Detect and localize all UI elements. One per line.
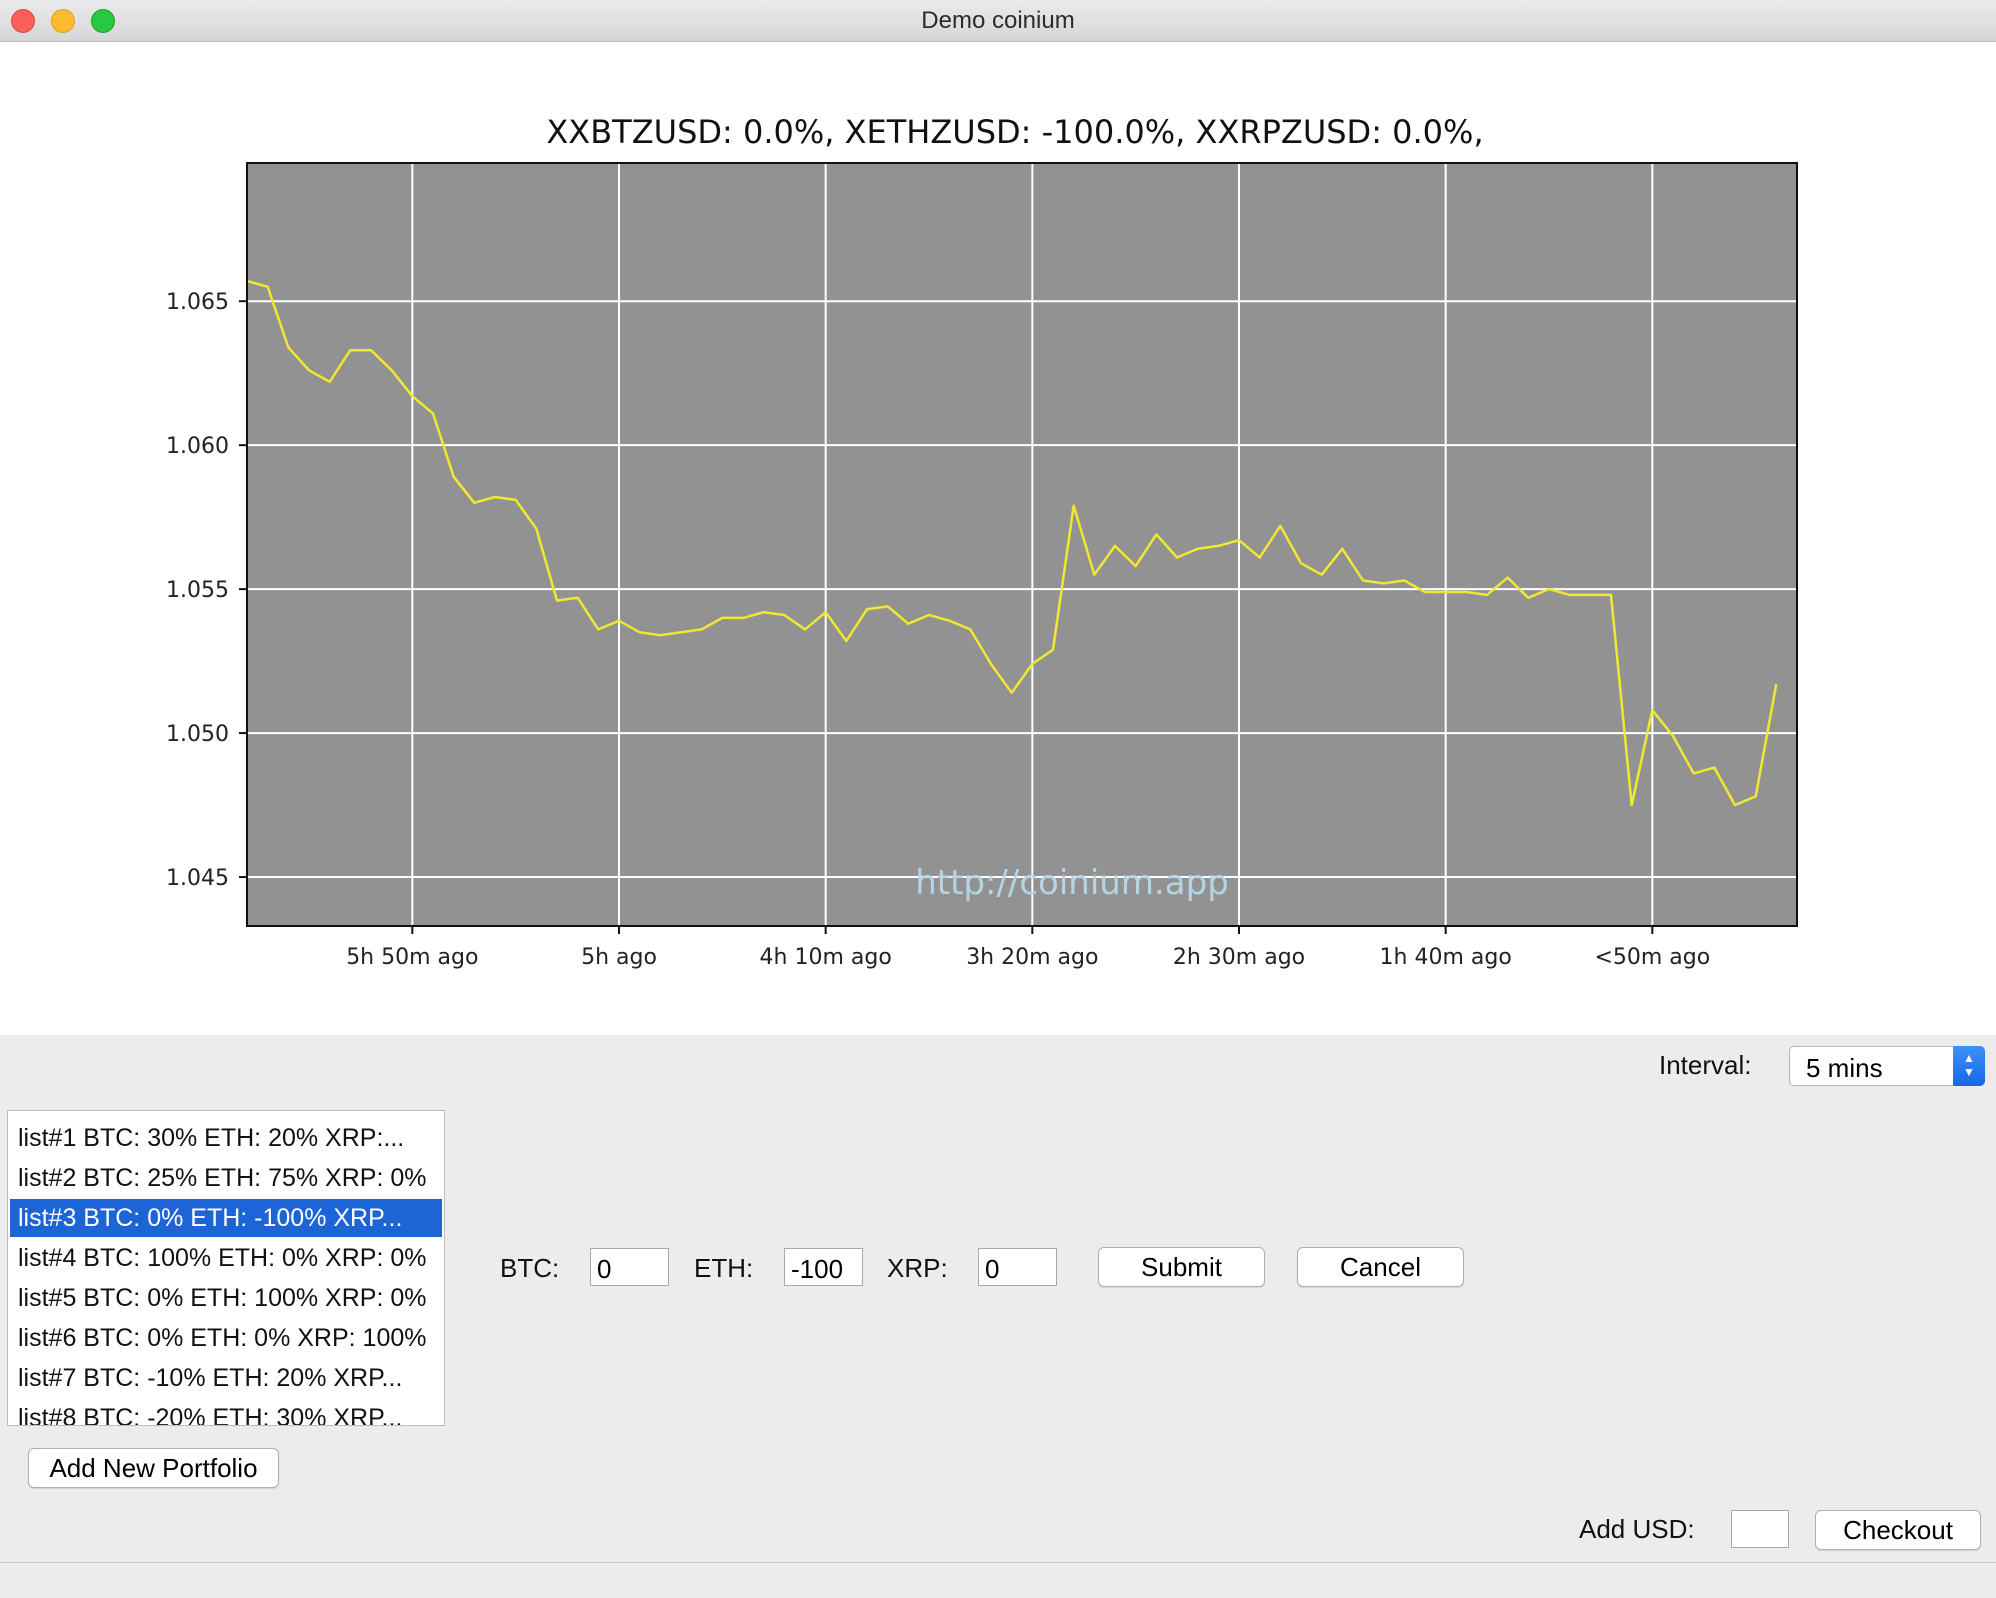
chart-title: XXBTZUSD: 0.0%, XETHZUSD: -100.0%, XXRPZ… [546, 113, 1483, 151]
x-tick-label: 1h 40m ago [1380, 945, 1512, 970]
price-series-line [246, 279, 1778, 807]
btc-input[interactable]: 0 [590, 1248, 669, 1286]
interval-label: Interval: [1659, 1050, 1752, 1080]
portfolio-list-item[interactable]: list#1 BTC: 30% ETH: 20% XRP:... [18, 1124, 405, 1152]
add-new-portfolio-button[interactable]: Add New Portfolio [28, 1448, 279, 1488]
cancel-button[interactable]: Cancel [1297, 1247, 1464, 1287]
portfolio-list-item[interactable]: list#4 BTC: 100% ETH: 0% XRP: 0% [18, 1244, 427, 1272]
xrp-input[interactable]: 0 [978, 1248, 1057, 1286]
portfolio-list-item[interactable]: list#8 BTC: -20% ETH: 30% XRP... [18, 1404, 403, 1426]
portfolio-list-item[interactable]: list#7 BTC: -10% ETH: 20% XRP... [18, 1364, 403, 1392]
x-tick-label: <50m ago [1594, 945, 1710, 970]
price-chart: XXBTZUSD: 0.0%, XETHZUSD: -100.0%, XXRPZ… [166, 113, 1798, 970]
eth-label: ETH: [694, 1253, 754, 1283]
y-tick-label: 1.055 [166, 578, 229, 603]
x-tick-label: 4h 10m ago [760, 945, 892, 970]
portfolio-list[interactable]: list#1 BTC: 30% ETH: 20% XRP:... list#2 … [7, 1110, 445, 1426]
portfolio-list-item[interactable]: list#6 BTC: 0% ETH: 0% XRP: 100% [18, 1324, 427, 1352]
chart-panel: XXBTZUSD: 0.0%, XETHZUSD: -100.0%, XXRPZ… [0, 42, 1996, 1035]
portfolio-list-item[interactable]: list#5 BTC: 0% ETH: 100% XRP: 0% [18, 1284, 427, 1312]
xrp-label: XRP: [887, 1253, 948, 1283]
window-bottom-divider [0, 1562, 1996, 1563]
x-tick-label: 3h 20m ago [966, 945, 1098, 970]
y-tick-label: 1.060 [166, 434, 229, 459]
add-usd-label: Add USD: [1579, 1514, 1695, 1544]
eth-input[interactable]: -100 [784, 1248, 863, 1286]
add-usd-input[interactable] [1731, 1510, 1789, 1548]
zoom-window-button[interactable] [91, 9, 115, 33]
window-title: Demo coinium [921, 7, 1075, 34]
plot-area [247, 163, 1797, 926]
plot-frame [246, 162, 1798, 927]
portfolio-list-item-selected[interactable]: list#3 BTC: 0% ETH: -100% XRP... [10, 1199, 442, 1237]
portfolio-list-item[interactable]: list#2 BTC: 25% ETH: 75% XRP: 0% [18, 1164, 427, 1192]
x-tick-label: 5h ago [581, 945, 657, 970]
submit-button[interactable]: Submit [1098, 1247, 1265, 1287]
select-arrows-icon: ▲ ▼ [1953, 1046, 1985, 1086]
interval-select-value: 5 mins [1806, 1053, 1883, 1083]
y-tick-label: 1.050 [166, 722, 229, 747]
close-window-button[interactable] [11, 9, 35, 33]
checkout-button[interactable]: Checkout [1815, 1510, 1981, 1550]
x-tick-label: 5h 50m ago [346, 945, 478, 970]
y-tick-label: 1.045 [166, 866, 229, 891]
title-bar: Demo coinium [0, 0, 1996, 42]
y-tick-label: 1.065 [166, 290, 229, 315]
chart-watermark: http://coinium.app [915, 863, 1229, 903]
interval-select[interactable]: 5 mins ▲ ▼ [1789, 1046, 1985, 1086]
x-tick-label: 2h 30m ago [1173, 945, 1305, 970]
minimize-window-button[interactable] [51, 9, 75, 33]
btc-label: BTC: [500, 1253, 560, 1283]
